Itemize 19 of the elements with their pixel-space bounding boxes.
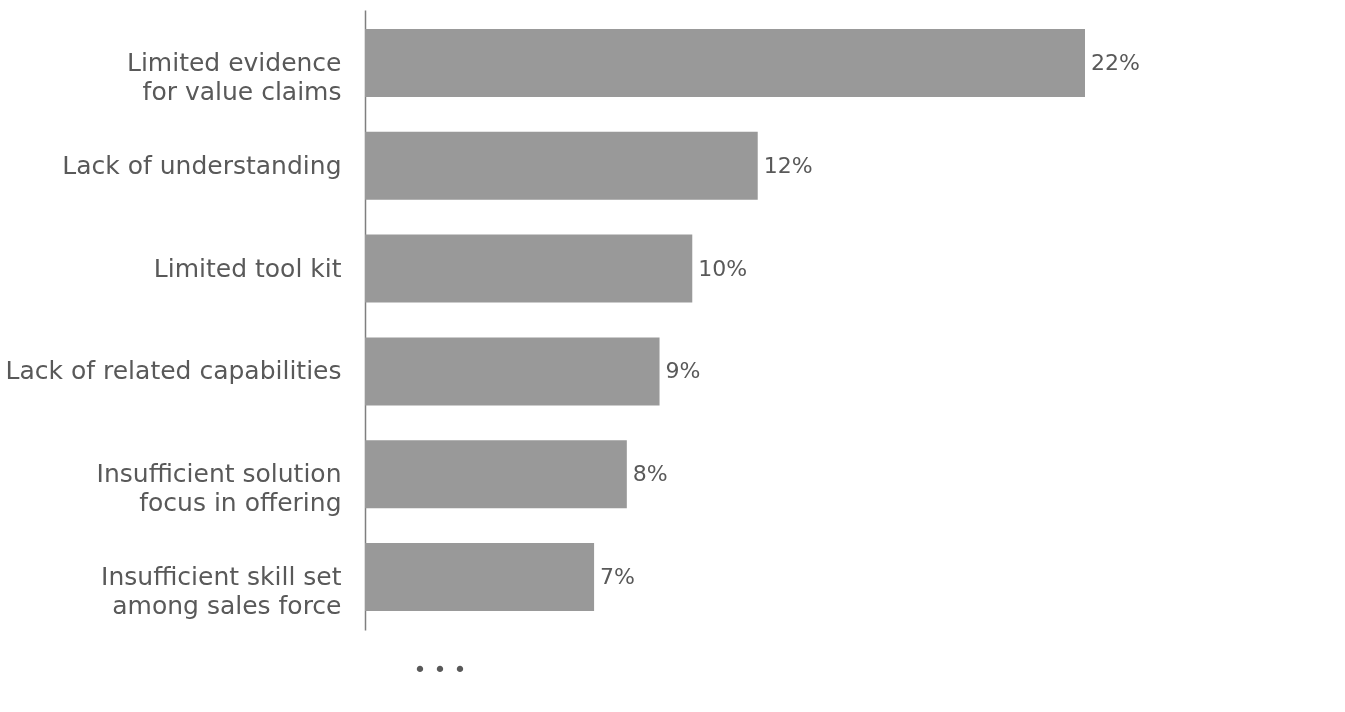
data-label: 22%: [1091, 49, 1140, 75]
y-tick-label: Lack of understanding: [62, 150, 342, 180]
bar: [365, 28, 1085, 97]
y-tick-label: Limited tool kit: [153, 253, 342, 283]
bar: [365, 440, 627, 509]
data-label: 10%: [698, 255, 748, 281]
data-label: 8%: [632, 461, 668, 487]
data-label: 7%: [600, 564, 635, 590]
bar: [365, 234, 693, 303]
text: • • •: [413, 657, 467, 682]
data-label: 9%: [665, 358, 701, 384]
y-tick-label: Insufficient solution focus in offering: [96, 459, 342, 518]
y-tick-label: Insufficient skill set among sales force: [101, 562, 342, 621]
y-tick-label: Lack of related capabilities: [5, 356, 342, 386]
bar: [365, 337, 660, 406]
data-label: 12%: [763, 152, 813, 178]
bar: [365, 131, 758, 200]
y-tick-label: Limited evidence for value claims: [126, 47, 342, 106]
bar: [365, 543, 595, 612]
